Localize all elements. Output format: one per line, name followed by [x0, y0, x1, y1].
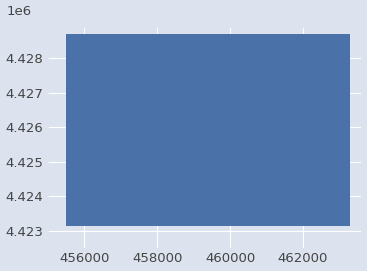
Text: 1e6: 1e6 [7, 5, 32, 18]
Bar [66, 34, 350, 226]
